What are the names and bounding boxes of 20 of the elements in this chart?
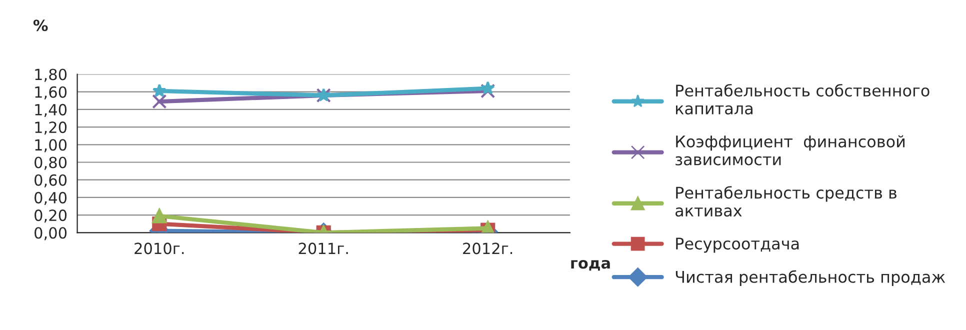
y-tick-label: 0,60 [34, 174, 67, 188]
y-tick-label: 1,00 [35, 139, 67, 152]
legend-label: Рентабельность средств в активах [676, 186, 896, 217]
y-tick-label: 0,20 [34, 210, 67, 223]
y-tick-label: 0,40 [34, 192, 67, 206]
y-tick-label: 1,80 [35, 68, 67, 82]
legend-label: Рентабельность собственного капитала [676, 84, 930, 114]
y-axis-title: % [33, 20, 48, 32]
legend-label: Коэффициент финансовой зависимости [676, 135, 904, 166]
y-tick-label: 1,20 [35, 122, 67, 135]
x-axis-title: года [571, 260, 610, 271]
x-tick-label: 2010г. [134, 242, 184, 254]
x-tick-label: 2011г. [298, 242, 348, 254]
x-tick-label: 2012г. [463, 242, 512, 254]
legend-label: Чистая рентабельность продаж [676, 270, 946, 286]
y-tick-label: 1,60 [35, 86, 67, 100]
y-tick-label: 0,00 [34, 227, 67, 240]
y-tick-label: 1,40 [35, 104, 67, 118]
legend-label: Ресурсоотдача [676, 238, 799, 253]
y-tick-label: 0,80 [34, 156, 67, 170]
